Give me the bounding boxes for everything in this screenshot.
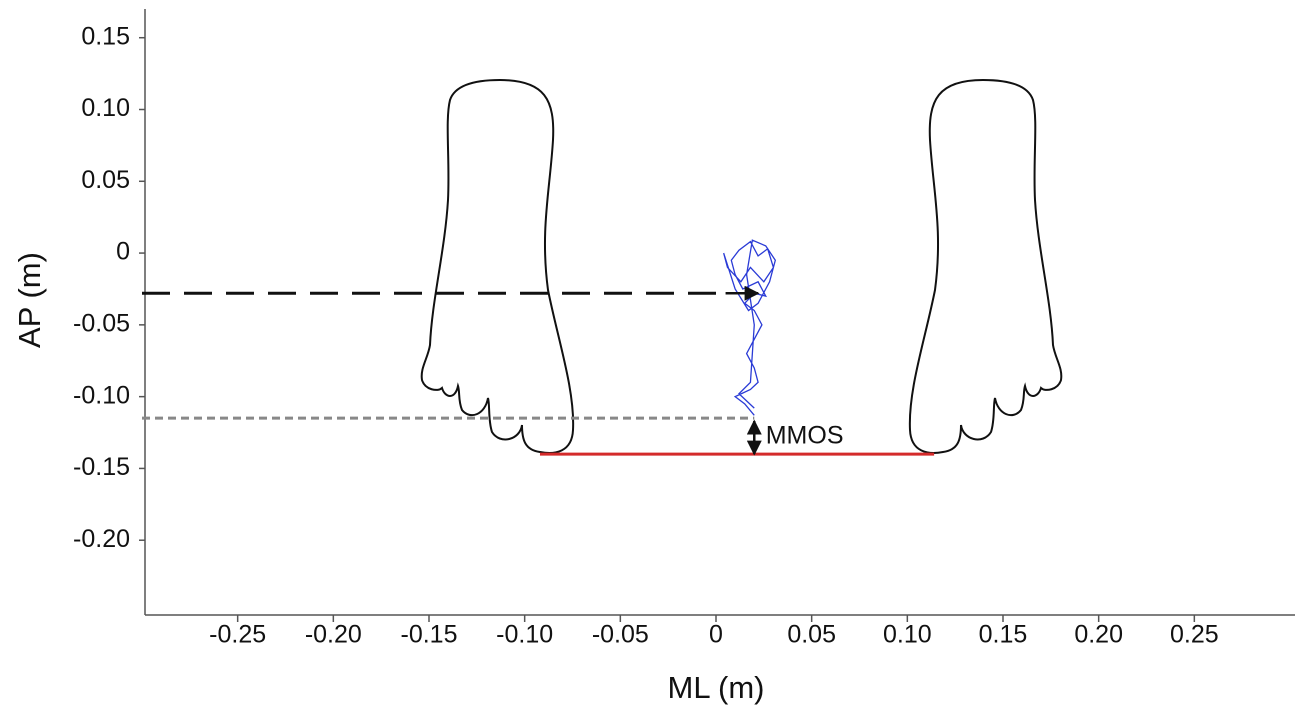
y-axis-title: AP (m) — [12, 252, 47, 348]
x-tick-label: -0.05 — [592, 621, 649, 649]
annotation: MMOS — [766, 421, 844, 449]
y-tick-label: 0.15 — [81, 22, 130, 50]
y-tick-label: -0.15 — [73, 453, 130, 481]
x-tick-label: -0.25 — [209, 621, 266, 649]
chart: ML (m) AP (m) 0.15 0.10 0.05 0 -0.05 -0.10 -0.… — [0, 0, 1300, 711]
x-tick-label: -0.10 — [496, 621, 553, 649]
x-tick-label: 0.20 — [1074, 621, 1123, 649]
x-tick-label: 0 — [709, 621, 723, 649]
x-tick-label: 0.10 — [883, 621, 932, 649]
x-tick-label: -0.15 — [401, 621, 458, 649]
y-tick-label: -0.20 — [73, 525, 130, 553]
x-tick-label: 0.25 — [1170, 621, 1219, 649]
left-foot — [422, 80, 573, 453]
x-tick-label: -0.20 — [305, 621, 362, 649]
x-axis-title: ML (m) — [668, 670, 765, 705]
x-tick-label: 0.15 — [979, 621, 1028, 649]
x-tick-label: 0.05 — [787, 621, 836, 649]
y-tick-label: 0.10 — [81, 94, 130, 122]
right-foot — [910, 80, 1061, 453]
y-tick-label: 0.05 — [81, 166, 130, 194]
y-tick-label: -0.10 — [73, 381, 130, 409]
y-tick-label: -0.05 — [73, 309, 130, 337]
y-tick-label: 0 — [116, 238, 130, 266]
cop-trajectory — [724, 240, 776, 415]
